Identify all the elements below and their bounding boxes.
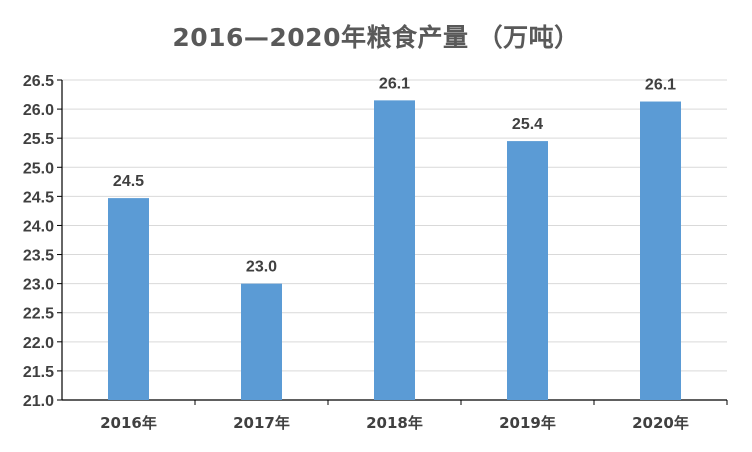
data-label-1: 24.5 xyxy=(113,173,144,190)
y-tick-label: 23.0 xyxy=(23,277,54,294)
y-tick-label: 21.0 xyxy=(23,393,54,410)
bar-2 xyxy=(241,283,282,400)
bar-4 xyxy=(507,141,548,400)
y-tick-label: 26.5 xyxy=(23,73,54,90)
y-tick-label: 25.5 xyxy=(23,131,54,148)
y-tick-label: 23.5 xyxy=(23,248,54,265)
data-label-2: 23.0 xyxy=(246,259,277,276)
y-tick-label: 22.5 xyxy=(23,306,54,323)
y-tick-label: 25.0 xyxy=(23,160,54,177)
bar-1 xyxy=(108,198,149,400)
y-tick-label: 21.5 xyxy=(23,364,54,381)
y-tick-label: 24.0 xyxy=(23,218,54,235)
x-category-label-4: 2019年 xyxy=(499,414,556,432)
x-category-label-5: 2020年 xyxy=(632,414,689,432)
bar-5 xyxy=(640,101,681,400)
y-tick-label: 22.0 xyxy=(23,335,54,352)
y-tick-label: 24.5 xyxy=(23,189,54,206)
chart-title: 2016—2020年粮食产量 （万吨） xyxy=(172,23,580,52)
y-tick-label: 26.0 xyxy=(23,102,54,119)
data-label-4: 25.4 xyxy=(512,116,543,133)
x-category-label-1: 2016年 xyxy=(100,414,157,432)
x-category-label-3: 2018年 xyxy=(366,414,423,432)
x-category-label-2: 2017年 xyxy=(233,414,290,432)
data-label-5: 26.1 xyxy=(645,77,676,94)
data-label-3: 26.1 xyxy=(379,75,410,92)
bar-3 xyxy=(374,100,415,400)
